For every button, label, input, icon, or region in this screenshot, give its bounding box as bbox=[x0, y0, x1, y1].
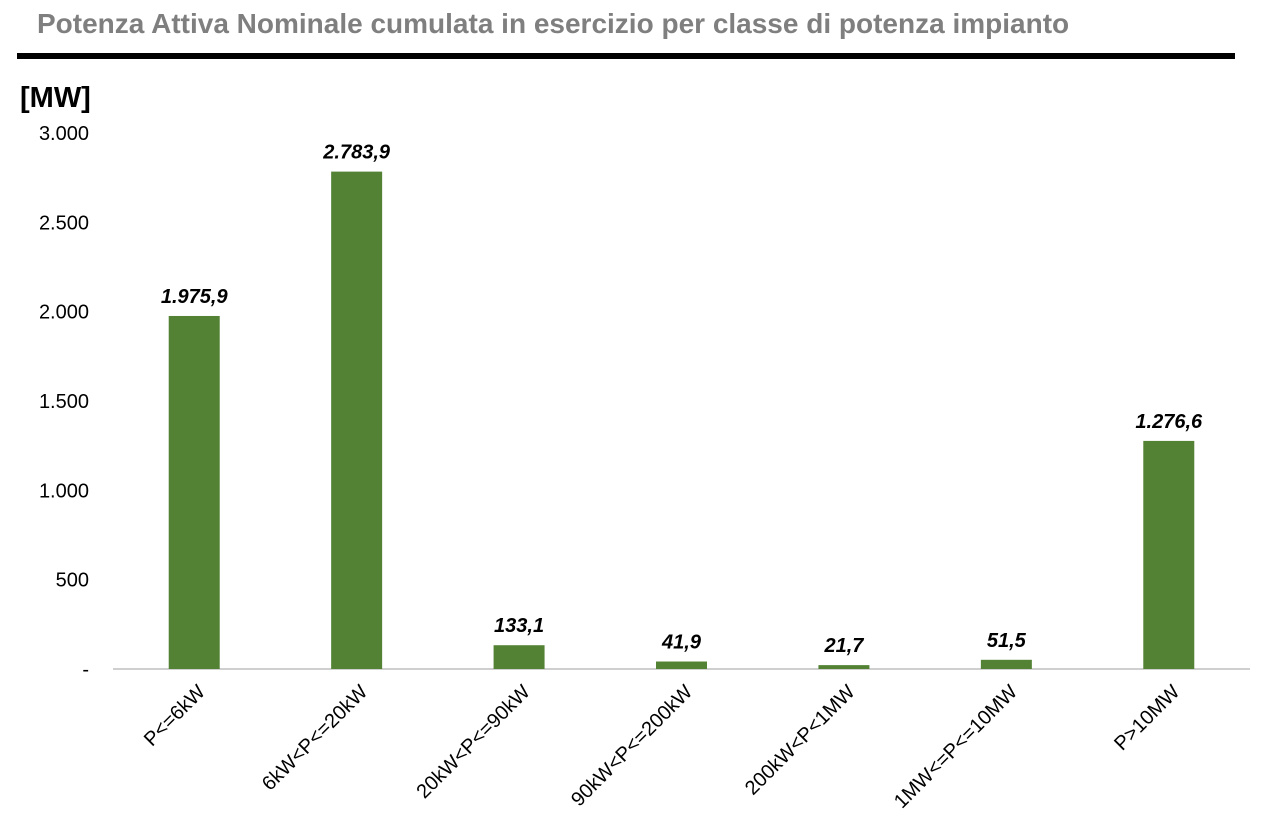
bars-group bbox=[168, 171, 1195, 669]
bar bbox=[818, 665, 870, 669]
data-label: 2.783,9 bbox=[322, 142, 391, 164]
x-tick-label: P>10MW bbox=[1110, 681, 1184, 755]
data-label: 41,9 bbox=[661, 632, 702, 654]
y-axis-ticks: - 500 1.000 1.500 2.000 2.500 3.000 bbox=[39, 123, 89, 681]
data-label: 51,5 bbox=[987, 630, 1027, 652]
bar bbox=[168, 315, 220, 669]
y-tick-label: 500 bbox=[56, 570, 89, 592]
y-tick-label: 2.000 bbox=[39, 302, 89, 324]
data-label: 1.276,6 bbox=[1135, 411, 1203, 433]
x-tick-label: 200kW<P<1MW bbox=[741, 681, 860, 800]
x-tick-label: 20kW<P<=90kW bbox=[413, 681, 535, 803]
y-tick-label: - bbox=[82, 659, 89, 681]
data-label: 21,7 bbox=[823, 635, 864, 657]
data-label: 1.975,9 bbox=[161, 286, 229, 308]
y-axis-unit-label: [MW] bbox=[20, 82, 91, 114]
y-tick-label: 1.500 bbox=[39, 391, 89, 413]
bar bbox=[656, 661, 707, 669]
title-divider bbox=[17, 53, 1235, 59]
bar bbox=[1143, 440, 1195, 669]
x-axis-ticks: P<=6kW 6kW<P<=20kW 20kW<P<=90kW 90kW<P<=200… bbox=[140, 681, 1184, 813]
bar bbox=[331, 171, 383, 669]
x-tick-label: P<=6kW bbox=[140, 681, 210, 751]
y-tick-label: 2.500 bbox=[39, 212, 89, 234]
y-tick-label: 1.000 bbox=[39, 480, 89, 502]
x-tick-label: 90kW<P<=200kW bbox=[567, 681, 697, 811]
chart-title: Potenza Attiva Nominale cumulata in eser… bbox=[37, 8, 1070, 39]
bar bbox=[980, 659, 1032, 669]
x-tick-label: 6kW<P<=20kW bbox=[258, 681, 372, 795]
data-label: 133,1 bbox=[494, 615, 544, 637]
y-tick-label: 3.000 bbox=[39, 123, 89, 145]
data-labels-group: 1.975,9 2.783,9 133,1 41,9 21,7 51,5 1.276,6 bbox=[161, 142, 1203, 658]
bar bbox=[493, 645, 545, 669]
x-tick-label: 1MW<=P<=10MW bbox=[890, 681, 1022, 813]
